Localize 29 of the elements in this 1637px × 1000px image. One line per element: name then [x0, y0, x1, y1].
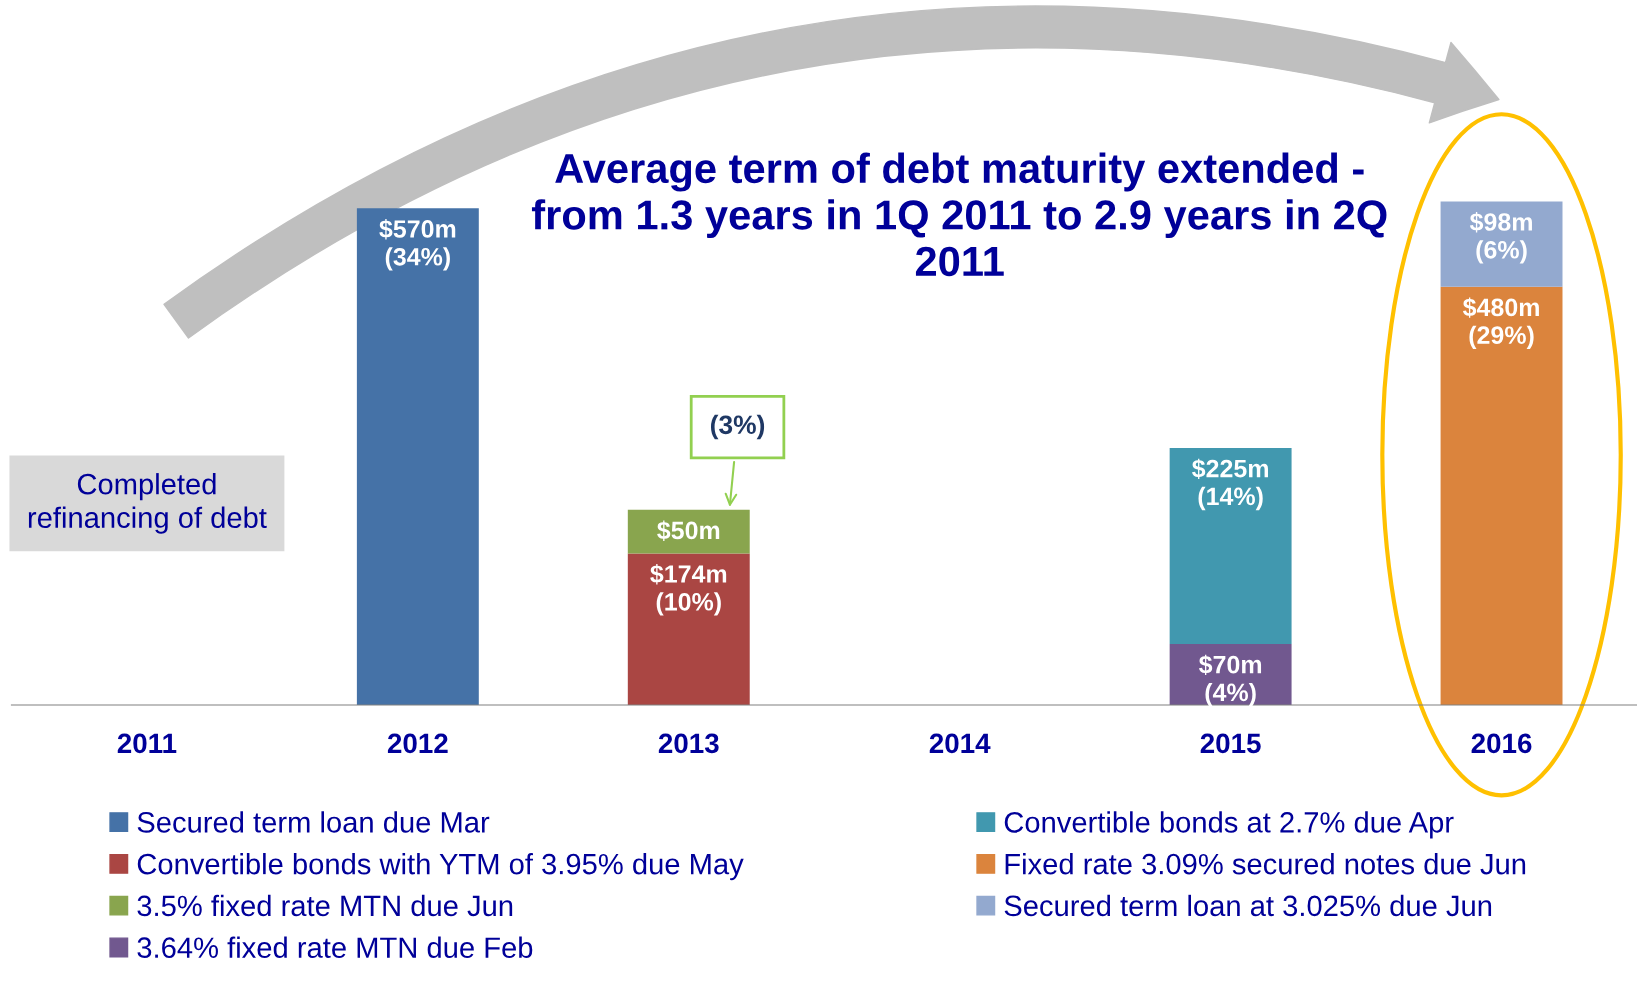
- data-label: $174m: [650, 564, 727, 585]
- x-tick-label: 2013: [658, 733, 719, 754]
- x-tick-label: 2012: [387, 733, 448, 754]
- chart-title: Average term of debt maturity extended - from 1.3 years in 1Q 2011 to 2.9 years in 2Q 2011: [531, 152, 1387, 277]
- x-tick-label: 2015: [1200, 733, 1261, 754]
- x-tick-label: 2016: [1471, 733, 1532, 754]
- annotation: (10%): [656, 592, 721, 616]
- legend-label: Secured term loan at 3.025% due Jun: [1004, 894, 1492, 917]
- x-tick-label: 2011: [117, 733, 177, 754]
- data-label: $50m: [657, 520, 720, 541]
- legend-label: 3.5% fixed rate MTN due Jun: [137, 894, 513, 917]
- legend-label: Convertible bonds at 2.7% due Apr: [1004, 811, 1454, 839]
- legend-label: 3.64% fixed rate MTN due Feb: [137, 936, 533, 958]
- legend-label: Convertible bonds with YTM of 3.95% due May: [137, 853, 744, 881]
- annotation: (6%): [1476, 240, 1527, 264]
- data-label: $70m: [1198, 654, 1262, 676]
- data-label: $570m: [379, 219, 456, 240]
- legend-label: Secured term loan due Mar: [137, 811, 490, 833]
- annotation: (29%): [1469, 325, 1534, 349]
- data-label: $98m: [1469, 212, 1532, 233]
- data-label: $225m: [1192, 458, 1268, 480]
- annotation: Completed refinancing of debt: [28, 473, 267, 534]
- annotation: (14%): [1198, 486, 1263, 511]
- data-label: $480m: [1462, 297, 1539, 318]
- annotation: (34%): [385, 247, 450, 271]
- legend-label: Fixed rate 3.09% secured notes due Jun: [1005, 853, 1526, 875]
- annotation: (3%): [710, 414, 765, 440]
- x-tick-label: 2014: [929, 733, 991, 754]
- annotation: (4%): [1205, 682, 1256, 707]
